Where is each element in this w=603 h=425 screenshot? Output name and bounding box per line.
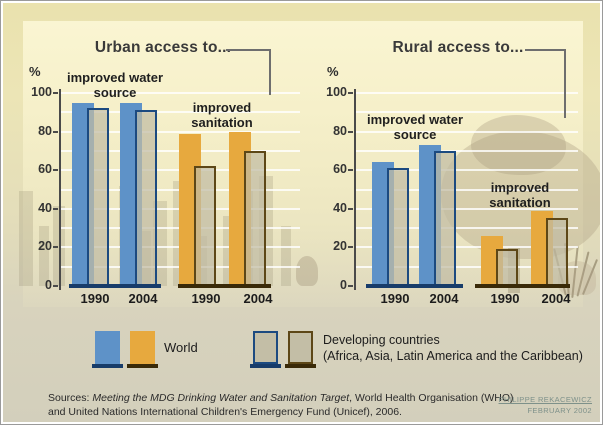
x-category-label-1990: 1990 <box>191 291 221 306</box>
y-tick-mark-40 <box>53 207 58 210</box>
gridline-100 <box>356 92 578 94</box>
gridline-60 <box>356 169 578 172</box>
sanitation-group-label: improved sanitation <box>489 180 551 210</box>
y-tick-mark-0 <box>53 285 58 287</box>
y-axis-unit-label: % <box>327 64 339 79</box>
water-developing-bar-2004 <box>135 110 157 286</box>
legend-world-label: World <box>164 340 198 355</box>
sources-note: Sources: Meeting the MDG Drinking Water … <box>48 392 518 419</box>
legend-developing-water-baseline <box>250 364 281 368</box>
y-tick-label-100: 100 <box>31 85 52 99</box>
y-tick-mark-0 <box>348 285 353 287</box>
legend-developing-sanitation-swatch <box>288 331 313 364</box>
sanitation-baseline <box>475 284 570 288</box>
y-tick-mark-20 <box>53 246 58 249</box>
y-tick-label-60: 60 <box>38 162 52 177</box>
gridline-40 <box>356 207 578 210</box>
sanitation-group-label: improved sanitation <box>191 100 253 130</box>
x-category-label-2004: 2004 <box>429 291 459 306</box>
legend-developing-water-swatch <box>253 331 278 364</box>
water-baseline <box>69 284 161 288</box>
water-developing-bar-2004 <box>434 150 456 286</box>
gridline-80 <box>61 130 300 133</box>
y-tick-mark-60 <box>348 169 353 172</box>
gridline-30 <box>356 227 578 230</box>
legend-developing-sanitation-baseline <box>285 364 316 368</box>
gridline-90 <box>61 111 300 114</box>
x-category-label-1990: 1990 <box>490 291 520 306</box>
y-tick-label-0: 0 <box>340 278 347 292</box>
y-tick-mark-80 <box>348 130 353 133</box>
sanitation-baseline <box>178 284 271 288</box>
sanitation-developing-bar-2004 <box>244 150 266 286</box>
y-tick-mark-20 <box>348 246 353 249</box>
y-tick-label-20: 20 <box>333 239 347 254</box>
water-developing-bar-1990 <box>87 108 109 286</box>
gridline-10 <box>356 265 578 268</box>
y-axis-unit-label: % <box>29 64 41 79</box>
legend-world-sanitation-swatch <box>130 331 155 364</box>
gridline-100 <box>61 92 300 94</box>
sources-line2: and United Nations International Childre… <box>48 405 402 418</box>
legend-world-sanitation-baseline <box>127 364 158 368</box>
y-tick-mark-60 <box>53 169 58 172</box>
rural-chart-title: Rural access to... <box>392 39 524 56</box>
urban-chart-title: Urban access to... <box>94 39 232 56</box>
y-axis-line <box>59 89 61 290</box>
water-developing-bar-1990 <box>387 168 409 286</box>
sources-report-title: Meeting the MDG Drinking Water and Sanit… <box>92 392 350 404</box>
urban-title-bracket <box>226 49 271 51</box>
y-tick-label-40: 40 <box>38 200 52 215</box>
infographic-canvas: Urban access to... Rural access to... % … <box>3 3 600 422</box>
legend-developing-label: Developing countries (Africa, Asia, Lati… <box>323 332 583 364</box>
legend-developing-line1: Developing countries <box>323 333 440 347</box>
water-baseline <box>366 284 463 288</box>
sources-prefix: Sources: <box>48 392 93 404</box>
sources-line1: Sources: Meeting the MDG Drinking Water … <box>48 392 518 406</box>
credit-author: PHILIPPE REKACEWICZ <box>498 395 592 404</box>
sanitation-developing-bar-1990 <box>194 166 216 286</box>
water-group-label: improved water source <box>66 70 164 100</box>
x-category-label-1990: 1990 <box>80 291 110 306</box>
gridline-20 <box>356 246 578 249</box>
x-category-label-2004: 2004 <box>541 291 571 306</box>
y-tick-mark-100 <box>348 92 353 94</box>
x-category-label-1990: 1990 <box>380 291 410 306</box>
water-group-label: improved water source <box>366 112 464 142</box>
gridline-80 <box>356 130 578 133</box>
sources-line1-rest: , World Health Organisation (WHO) <box>349 392 514 404</box>
urban-bar-chart: % 0 20 40 60 80 100 improved water source 1990 2… <box>28 63 313 313</box>
y-tick-label-80: 80 <box>333 123 347 138</box>
y-tick-label-40: 40 <box>333 200 347 215</box>
y-axis-line <box>354 89 356 290</box>
gridline-90 <box>356 111 578 114</box>
y-tick-mark-80 <box>53 130 58 133</box>
rural-bar-chart: % 0 20 40 60 80 100 improved water source 1990 2… <box>323 63 600 313</box>
legend-world-water-baseline <box>92 364 123 368</box>
y-tick-label-100: 100 <box>326 85 347 99</box>
y-tick-mark-40 <box>348 207 353 210</box>
rural-title-bracket <box>564 49 566 118</box>
gridline-70 <box>356 149 578 152</box>
x-category-label-2004: 2004 <box>243 291 273 306</box>
credit-date: FEBRUARY 2002 <box>527 406 592 416</box>
rural-title-bracket <box>525 49 566 51</box>
y-tick-label-60: 60 <box>333 162 347 177</box>
legend-developing-line2: (Africa, Asia, Latin America and the Car… <box>323 349 583 363</box>
gridline-50 <box>356 188 578 191</box>
legend-world-water-swatch <box>95 331 120 364</box>
sanitation-developing-bar-2004 <box>546 218 568 286</box>
x-category-label-2004: 2004 <box>128 291 158 306</box>
credit-note: PHILIPPE REKACEWICZ FEBRUARY 2002 <box>462 394 592 417</box>
y-tick-label-0: 0 <box>45 278 52 292</box>
sanitation-developing-bar-1990 <box>496 249 518 286</box>
y-tick-label-80: 80 <box>38 123 52 138</box>
urban-title-bracket <box>269 49 271 95</box>
y-tick-mark-100 <box>53 92 58 94</box>
y-tick-label-20: 20 <box>38 239 52 254</box>
